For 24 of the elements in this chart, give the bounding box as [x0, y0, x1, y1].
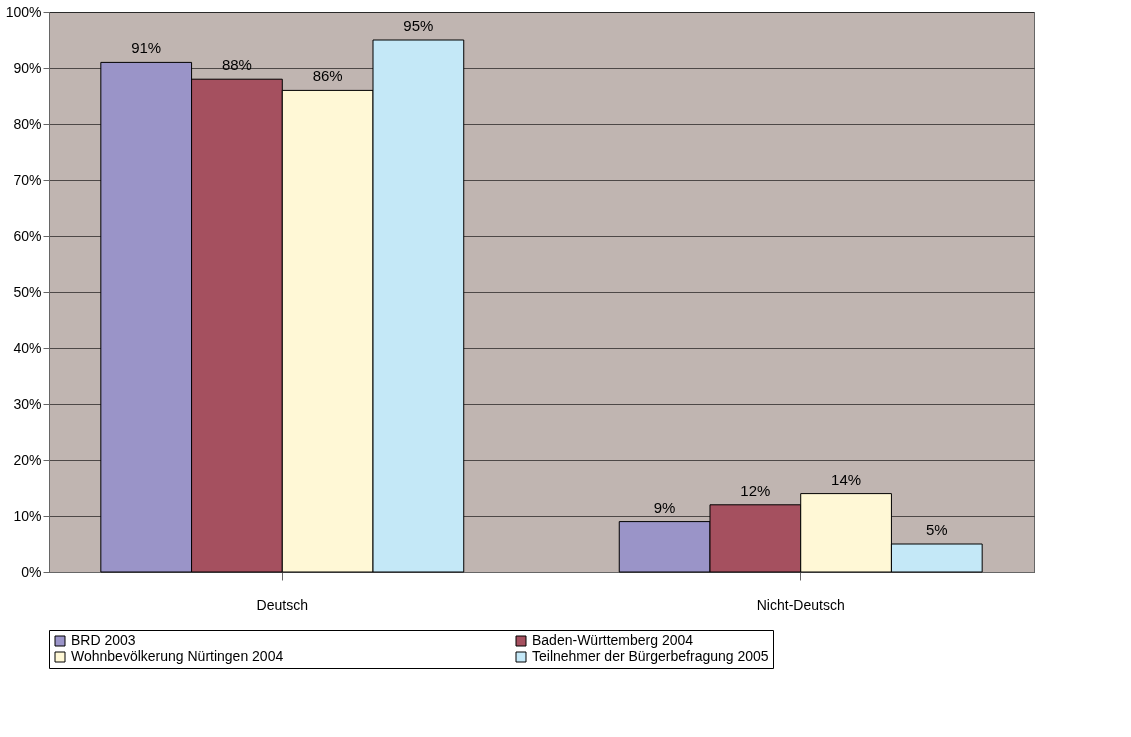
y-tick-label: 10% — [13, 507, 42, 524]
legend-label: BRD 2003 — [71, 632, 136, 648]
y-tick-label: 20% — [13, 451, 42, 468]
legend-label: Baden-Württemberg 2004 — [532, 632, 694, 648]
legend-label: Teilnehmer der Bürgerbefragung 2005 — [532, 648, 769, 664]
y-tick-label: 30% — [13, 395, 42, 412]
x-tick-label: Deutsch — [256, 596, 308, 613]
data-label: 95% — [403, 17, 434, 34]
x-tick-label: Nicht-Deutsch — [756, 596, 845, 613]
legend-label: Wohnbevölkerung Nürtingen 2004 — [71, 648, 284, 664]
data-label: 12% — [740, 481, 771, 499]
y-tick-label: 50% — [13, 283, 42, 300]
data-label: 14% — [831, 470, 862, 488]
y-tick-label: 70% — [13, 171, 42, 188]
y-tick-label: 40% — [13, 339, 42, 356]
y-tick-label: 100% — [5, 3, 42, 20]
y-tick-label: 0% — [21, 563, 42, 580]
y-tick-label: 80% — [13, 115, 42, 132]
data-label: 5% — [925, 521, 948, 538]
data-label: 9% — [653, 498, 676, 516]
y-tick-label: 90% — [13, 59, 42, 76]
data-label: 86% — [312, 67, 343, 85]
data-label: 91% — [131, 39, 162, 57]
y-tick-label: 60% — [13, 227, 42, 244]
